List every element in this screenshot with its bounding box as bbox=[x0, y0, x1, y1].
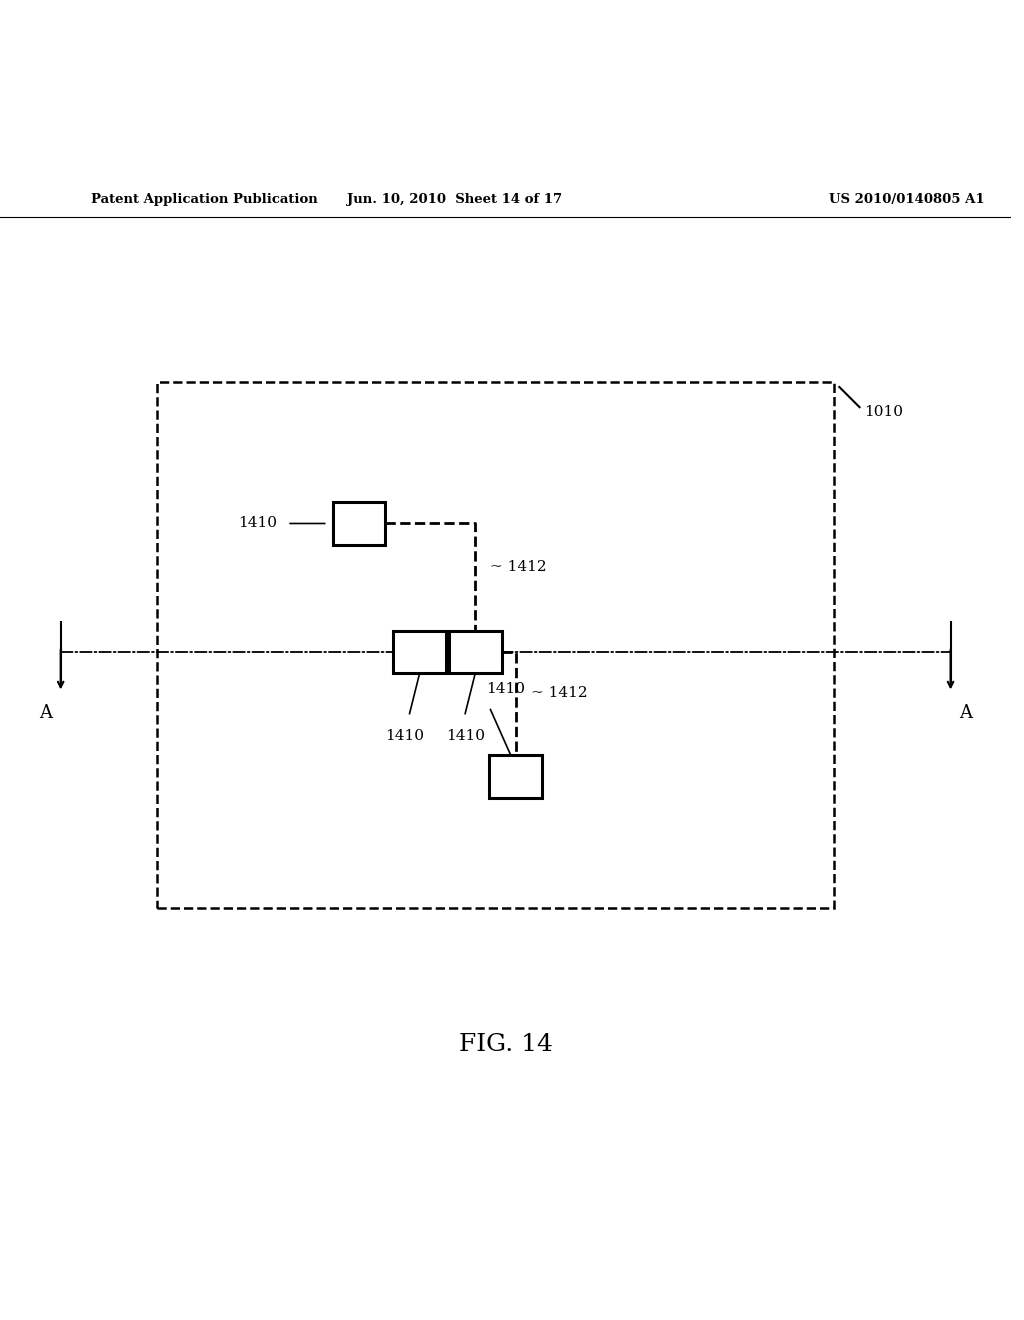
Text: A: A bbox=[959, 704, 972, 722]
Text: ~ 1412: ~ 1412 bbox=[530, 686, 588, 701]
Text: US 2010/0140805 A1: US 2010/0140805 A1 bbox=[829, 194, 985, 206]
Bar bbox=[489, 755, 542, 797]
Text: 1010: 1010 bbox=[864, 405, 903, 420]
Text: 1410: 1410 bbox=[385, 729, 424, 743]
Text: Jun. 10, 2010  Sheet 14 of 17: Jun. 10, 2010 Sheet 14 of 17 bbox=[347, 194, 562, 206]
Text: FIG. 14: FIG. 14 bbox=[459, 1032, 553, 1056]
Text: 1410: 1410 bbox=[445, 729, 484, 743]
Bar bbox=[333, 502, 385, 545]
Text: 1410: 1410 bbox=[486, 682, 525, 697]
Bar bbox=[157, 381, 835, 908]
Bar bbox=[393, 631, 445, 673]
Text: Patent Application Publication: Patent Application Publication bbox=[91, 194, 317, 206]
Text: ~ 1412: ~ 1412 bbox=[490, 560, 547, 574]
Text: 1410: 1410 bbox=[238, 516, 278, 531]
Bar bbox=[449, 631, 502, 673]
Text: A: A bbox=[39, 704, 52, 722]
